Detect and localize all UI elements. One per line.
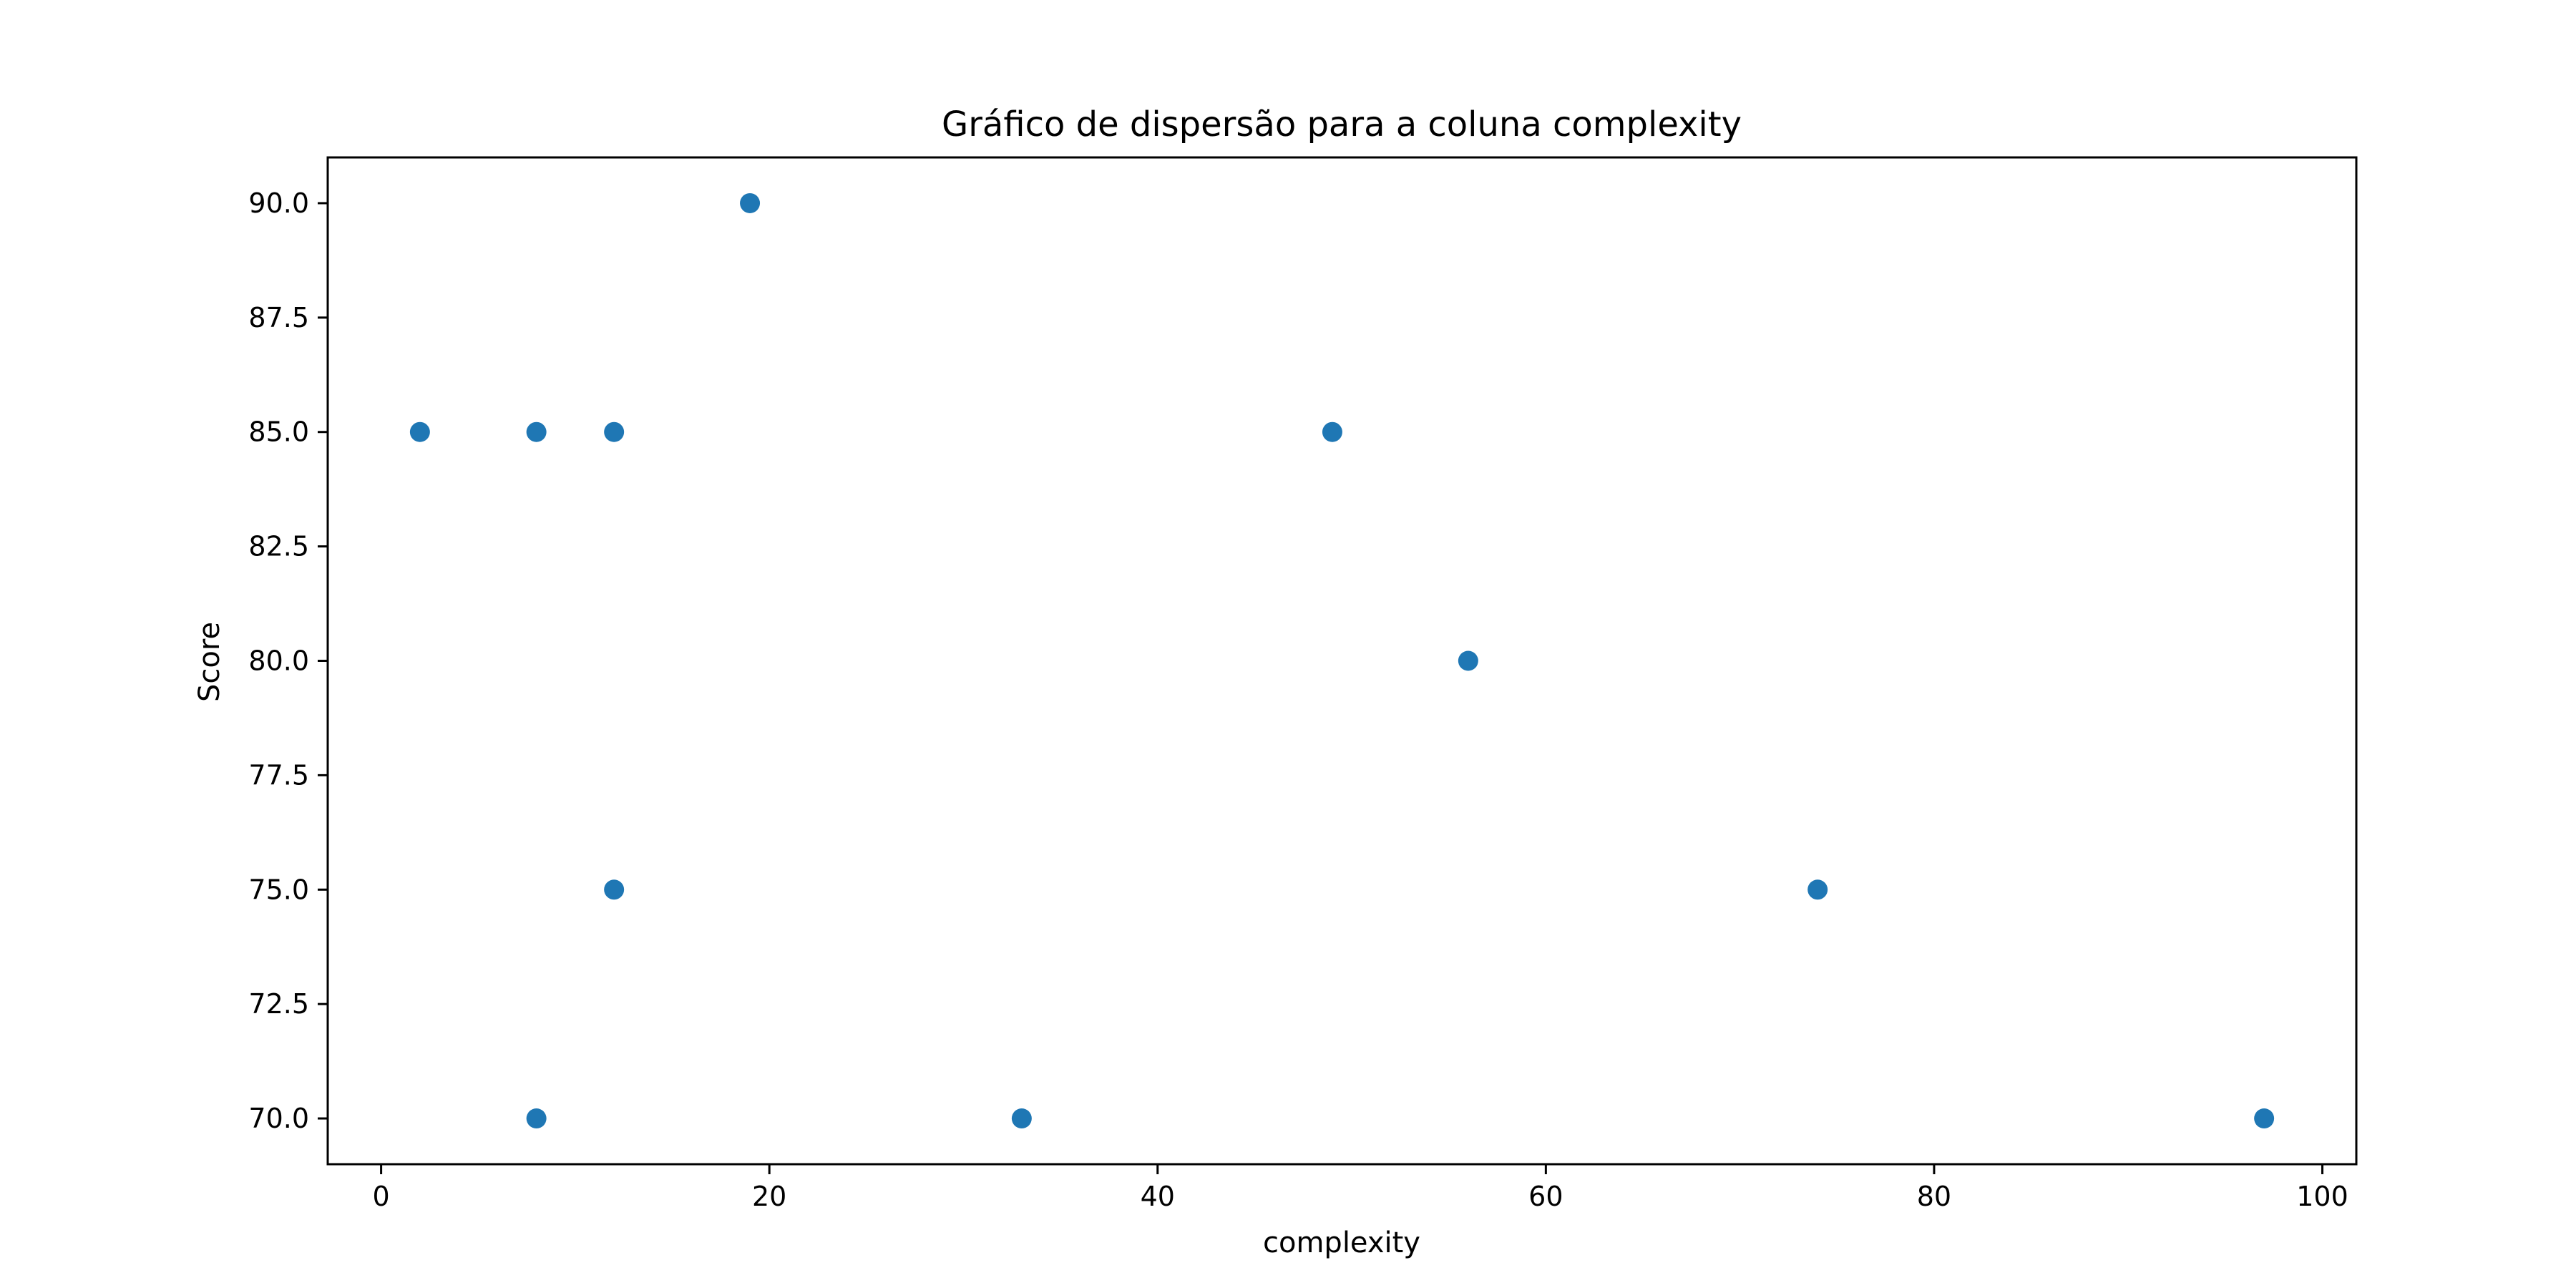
scatter-point: [604, 421, 625, 442]
x-axis-label: complexity: [1263, 1226, 1420, 1259]
y-axis-label: Score: [193, 622, 226, 702]
y-tick-label: 80.0: [248, 645, 309, 677]
scatter-point: [1458, 650, 1478, 671]
y-axis-ticks: 70.0 72.5 75.0 77.5 80.0 82.5 85.0 87.5 90.0: [248, 187, 328, 1134]
x-tick-label: 20: [752, 1181, 786, 1212]
scatter-point: [526, 1108, 547, 1129]
x-tick-label: 40: [1141, 1181, 1175, 1212]
scatter-point: [1322, 421, 1342, 442]
scatter-points: [409, 192, 2275, 1129]
y-tick-label: 75.0: [248, 874, 309, 905]
y-tick-label: 70.0: [248, 1103, 309, 1134]
scatter-point: [604, 879, 625, 900]
scatter-point: [2254, 1108, 2275, 1129]
x-tick-label: 0: [373, 1181, 390, 1212]
scatter-point: [740, 192, 761, 213]
y-tick-label: 72.5: [248, 988, 309, 1020]
chart-title: Gráfico de dispersão para a coluna compl…: [942, 104, 1742, 145]
x-tick-label: 80: [1917, 1181, 1951, 1212]
plot-area-frame: [326, 156, 2358, 1166]
x-axis-ticks: 0 20 40 60 80 100: [373, 1164, 2348, 1212]
scatter-point: [1807, 879, 1828, 900]
y-tick-label: 87.5: [248, 302, 309, 333]
y-tick-label: 90.0: [248, 187, 309, 219]
scatter-point: [1011, 1108, 1032, 1129]
x-tick-label: 100: [2296, 1181, 2348, 1212]
y-tick-label: 82.5: [248, 531, 309, 562]
x-tick-label: 60: [1528, 1181, 1563, 1212]
y-tick-label: 85.0: [248, 416, 309, 448]
y-tick-label: 77.5: [248, 759, 309, 791]
scatter-point: [409, 421, 430, 442]
scatter-point: [526, 421, 547, 442]
